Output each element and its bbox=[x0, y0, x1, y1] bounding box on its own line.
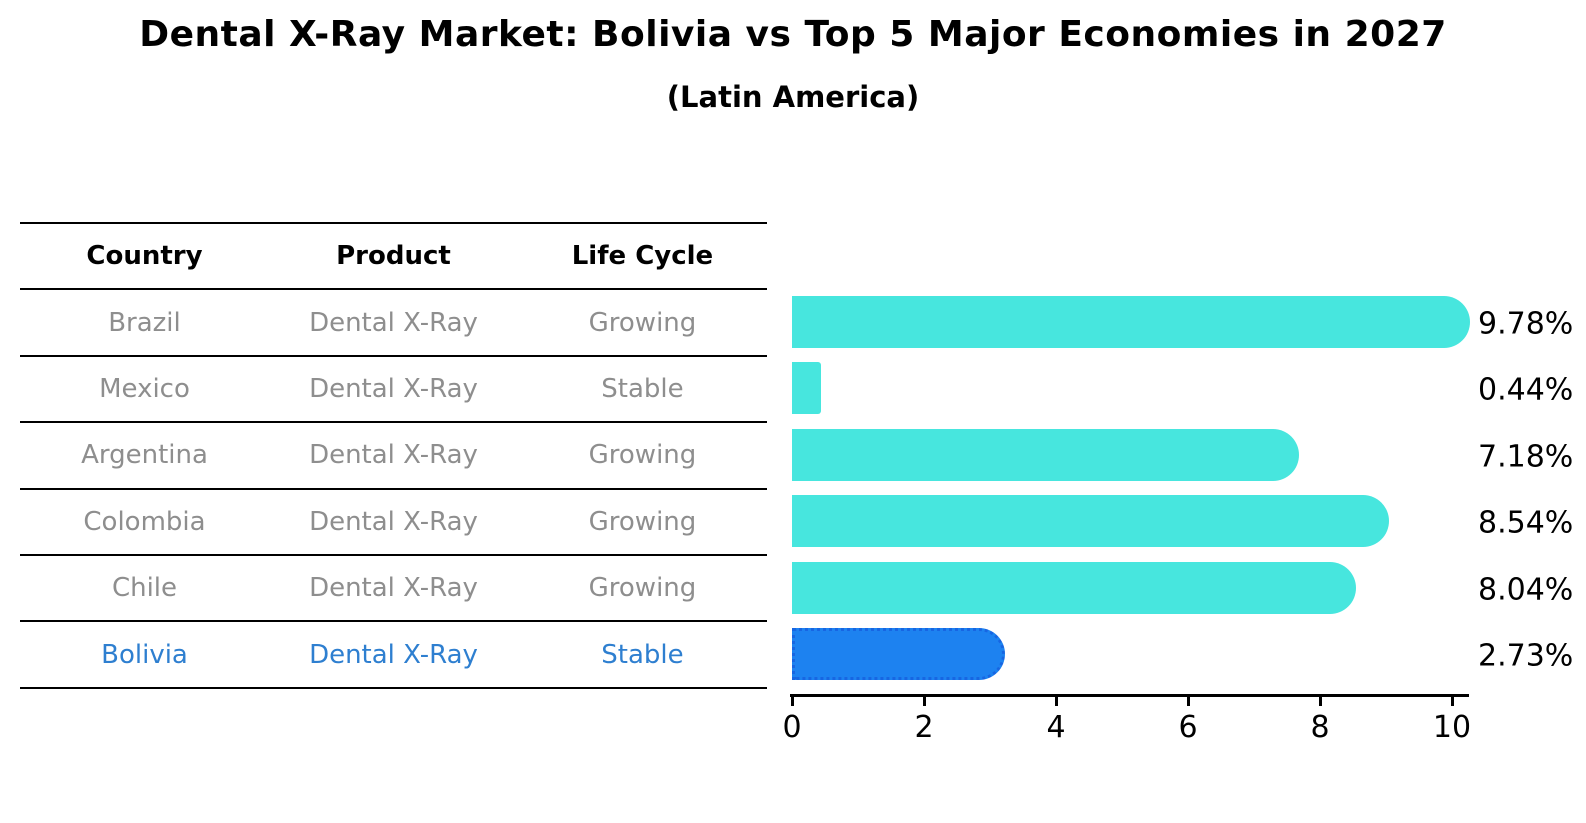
bar-value-label-colombia: 8.54% bbox=[1478, 505, 1574, 541]
table-row: Argentina Dental X-Ray Growing bbox=[20, 423, 767, 490]
x-tick-mark bbox=[1186, 697, 1190, 706]
bar-chile bbox=[792, 561, 1356, 614]
table-row: Colombia Dental X-Ray Growing bbox=[20, 490, 767, 556]
table-header-row: Country Product Life Cycle bbox=[20, 224, 767, 291]
table-cell-life-cycle: Stable bbox=[601, 639, 684, 670]
table-row: Bolivia Dental X-Ray Stable bbox=[20, 622, 767, 689]
x-tick-label: 6 bbox=[1178, 710, 1198, 745]
table-cell-country: Mexico bbox=[99, 373, 190, 404]
x-tick-mark bbox=[922, 697, 926, 706]
table-cell-product: Dental X-Ray bbox=[309, 373, 478, 404]
table-cell-life-cycle: Growing bbox=[588, 307, 697, 338]
x-tick-label: 0 bbox=[782, 710, 802, 745]
table-cell-country: Bolivia bbox=[101, 639, 188, 670]
table-header-country: Country bbox=[86, 241, 203, 272]
bar-bolivia bbox=[792, 628, 1006, 680]
table-header-product: Product bbox=[336, 241, 451, 272]
x-tick-mark bbox=[790, 697, 794, 706]
x-axis-line bbox=[790, 694, 1469, 697]
table-cell-country: Colombia bbox=[83, 506, 206, 537]
table-header-life-cycle: Life Cycle bbox=[571, 241, 714, 272]
chart-subtitle: (Latin America) bbox=[666, 80, 920, 114]
table-cell-country: Chile bbox=[111, 573, 178, 604]
table-cell-life-cycle: Growing bbox=[588, 573, 697, 604]
bar-value-label-argentina: 7.18% bbox=[1478, 439, 1574, 475]
table-cell-product: Dental X-Ray bbox=[309, 639, 478, 670]
table-cell-product: Dental X-Ray bbox=[309, 506, 478, 537]
table-cell-life-cycle: Growing bbox=[588, 506, 697, 537]
bar-value-label-mexico: 0.44% bbox=[1478, 372, 1574, 408]
chart-title: Dental X-Ray Market: Bolivia vs Top 5 Ma… bbox=[139, 14, 1447, 55]
table-body: Brazil Dental X-Ray Growing Mexico Denta… bbox=[20, 290, 767, 689]
table-cell-product: Dental X-Ray bbox=[309, 440, 478, 471]
x-tick-label: 10 bbox=[1432, 710, 1472, 745]
x-tick-label: 8 bbox=[1310, 710, 1330, 745]
table-row: Mexico Dental X-Ray Stable bbox=[20, 357, 767, 424]
bar-value-label-brazil: 9.78% bbox=[1478, 306, 1574, 342]
x-tick-label: 2 bbox=[914, 710, 934, 745]
x-tick-mark bbox=[1450, 697, 1454, 706]
table-cell-product: Dental X-Ray bbox=[309, 307, 478, 338]
table-cell-country: Brazil bbox=[108, 307, 181, 338]
x-tick-label: 4 bbox=[1046, 710, 1066, 745]
bar-mexico bbox=[792, 362, 822, 415]
table-row: Brazil Dental X-Ray Growing bbox=[20, 290, 767, 357]
table-cell-country: Argentina bbox=[81, 440, 208, 471]
table-cell-life-cycle: Growing bbox=[588, 440, 697, 471]
table-cell-product: Dental X-Ray bbox=[309, 573, 478, 604]
bar-argentina bbox=[792, 428, 1299, 481]
bar-brazil bbox=[792, 296, 1471, 348]
bar-value-label-chile: 8.04% bbox=[1478, 572, 1574, 608]
table-row: Chile Dental X-Ray Growing bbox=[20, 556, 767, 623]
x-tick-mark bbox=[1054, 697, 1058, 706]
bar-value-label-bolivia: 2.73% bbox=[1478, 638, 1574, 674]
bar-colombia bbox=[792, 495, 1389, 548]
x-tick-mark bbox=[1318, 697, 1322, 706]
country-table: Country Product Life Cycle Brazil Dental… bbox=[20, 222, 767, 689]
table-cell-life-cycle: Stable bbox=[601, 373, 684, 404]
